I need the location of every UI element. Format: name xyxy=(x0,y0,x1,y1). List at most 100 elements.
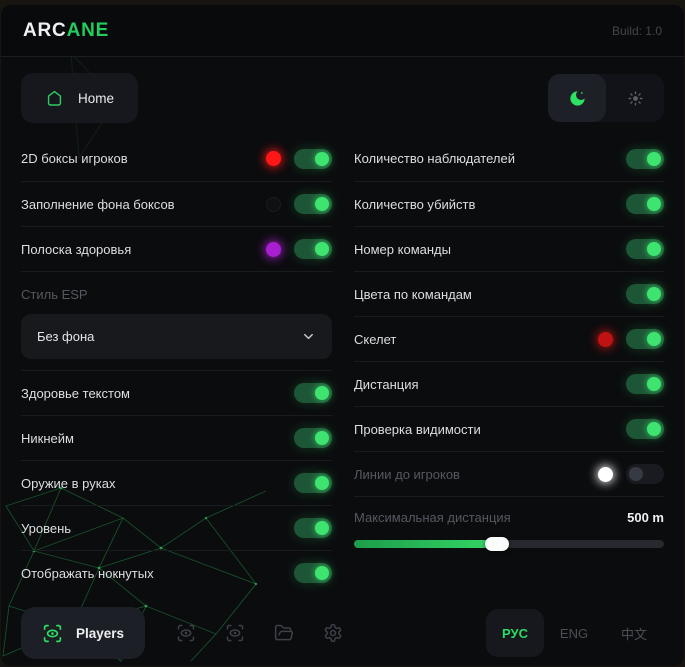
tab-button-configs[interactable] xyxy=(274,623,294,643)
toggle-switch[interactable] xyxy=(626,239,664,259)
setting-row: Количество наблюдателей xyxy=(354,136,664,181)
toggle-switch[interactable] xyxy=(626,329,664,349)
setting-label: Оружие в руках xyxy=(21,475,116,491)
color-swatch[interactable] xyxy=(598,466,613,482)
toggle-switch[interactable] xyxy=(294,518,332,538)
toggle-switch[interactable] xyxy=(626,284,664,304)
setting-label: Полоска здоровья xyxy=(21,241,132,257)
color-swatch[interactable] xyxy=(266,151,281,166)
slider-label: Максимальная дистанция xyxy=(354,510,511,525)
toggle-switch[interactable] xyxy=(294,194,332,214)
toggle-switch[interactable] xyxy=(626,194,664,214)
title-bar: ARCANE Build: 1.0 xyxy=(1,5,684,57)
gear-icon xyxy=(324,623,342,643)
toggle-knob xyxy=(315,242,329,256)
color-swatch[interactable] xyxy=(266,241,281,257)
section-label: Стиль ESP xyxy=(21,287,88,302)
language-button-cn[interactable]: 中文 xyxy=(620,626,647,642)
app-window: ARCANE Build: 1.0 Home xyxy=(1,5,684,666)
toggle-switch[interactable] xyxy=(294,383,332,403)
setting-row: Цвета по командам xyxy=(354,271,664,316)
info-settings-panel: Количество наблюдателей Количество убийс… xyxy=(354,136,664,595)
toggle-switch[interactable] xyxy=(294,148,332,169)
esp-style-dropdown[interactable]: Без фона xyxy=(21,314,332,359)
setting-label: Линии до игроков xyxy=(354,466,460,482)
esp-settings-panel: 2D боксы игроков Заполнение фона боксов … xyxy=(21,136,332,595)
setting-label: 2D боксы игроков xyxy=(21,151,128,166)
language-button-eng[interactable]: ENG xyxy=(559,625,589,641)
app-logo: ARCANE xyxy=(23,20,109,42)
toggle-knob xyxy=(647,287,661,301)
toggle-knob xyxy=(315,521,329,535)
tab-button-settings[interactable] xyxy=(323,623,343,643)
setting-label: Количество наблюдателей xyxy=(354,151,515,166)
color-swatch[interactable] xyxy=(266,196,281,212)
theme-switcher xyxy=(548,74,664,122)
setting-label: Отображать нокнутых xyxy=(21,565,154,581)
logo-prefix: ARC xyxy=(23,19,67,41)
setting-label: Заполнение фона боксов xyxy=(21,196,175,212)
slider-handle[interactable] xyxy=(484,537,509,551)
setting-row: Здоровье текстом xyxy=(21,370,332,415)
tab-button-2[interactable] xyxy=(176,623,196,643)
setting-row: Скелет xyxy=(354,316,664,361)
toggle-switch[interactable] xyxy=(294,428,332,448)
toggle-switch[interactable] xyxy=(626,374,664,394)
language-switcher: РУС ENG 中文 xyxy=(486,609,664,657)
tab-button-3[interactable] xyxy=(225,623,245,643)
setting-label: Дистанция xyxy=(354,376,419,392)
max-distance-slider[interactable] xyxy=(354,537,664,551)
toggle-knob xyxy=(315,386,329,400)
toggle-switch[interactable] xyxy=(294,239,332,259)
toggle-knob xyxy=(315,431,329,445)
build-version: Build: 1.0 xyxy=(611,23,662,38)
dark-theme-button[interactable] xyxy=(548,74,606,122)
toggle-knob xyxy=(647,332,661,346)
toggle-switch[interactable] xyxy=(294,473,332,493)
setting-row: Никнейм xyxy=(21,415,332,460)
color-swatch[interactable] xyxy=(598,331,613,347)
setting-label: Здоровье текстом xyxy=(21,385,130,401)
folder-icon xyxy=(274,624,294,641)
setting-row: Уровень xyxy=(21,505,332,550)
sub-header: Home xyxy=(21,73,664,123)
toggle-knob xyxy=(647,422,661,436)
slider-fill xyxy=(354,540,497,548)
setting-label: Никнейм xyxy=(21,430,74,446)
toggle-switch[interactable] xyxy=(626,419,664,439)
toggle-knob xyxy=(647,242,661,256)
setting-row: Линии до игроков xyxy=(354,451,664,496)
light-theme-button[interactable] xyxy=(606,74,664,122)
setting-row: Полоска здоровья xyxy=(21,226,332,271)
dropdown-value: Без фона xyxy=(37,329,95,344)
toggle-switch[interactable] xyxy=(626,464,664,484)
scan-eye-icon xyxy=(226,624,244,642)
language-button-rus[interactable]: РУС xyxy=(486,609,544,657)
scan-eye-icon xyxy=(177,624,195,642)
setting-label: Цвета по командам xyxy=(354,286,472,302)
home-button[interactable]: Home xyxy=(21,73,139,123)
setting-label: Проверка видимости xyxy=(354,421,481,437)
setting-row: Дистанция xyxy=(354,361,664,406)
section-header: Стиль ESP xyxy=(21,271,332,309)
moon-icon xyxy=(569,90,585,106)
scan-eye-icon xyxy=(43,624,62,642)
toggle-knob xyxy=(647,151,661,166)
toggle-knob xyxy=(315,197,329,211)
setting-row: Оружие в руках xyxy=(21,460,332,505)
toggle-knob xyxy=(315,566,329,580)
slider-value: 500 m xyxy=(627,510,664,525)
max-distance-setting: Максимальная дистанция 500 m xyxy=(354,496,664,554)
toggle-knob xyxy=(315,151,329,166)
toggle-knob xyxy=(629,467,643,481)
setting-label: Номер команды xyxy=(354,241,451,257)
logo-suffix: ANE xyxy=(66,19,110,41)
home-label: Home xyxy=(78,90,115,106)
setting-label: Количество убийств xyxy=(354,196,476,212)
players-tab-button[interactable]: Players xyxy=(21,607,146,659)
toggle-switch[interactable] xyxy=(626,148,664,169)
setting-row: Отображать нокнутых xyxy=(21,550,332,595)
chevron-down-icon xyxy=(304,333,313,340)
toggle-knob xyxy=(315,476,329,490)
toggle-switch[interactable] xyxy=(294,563,332,583)
